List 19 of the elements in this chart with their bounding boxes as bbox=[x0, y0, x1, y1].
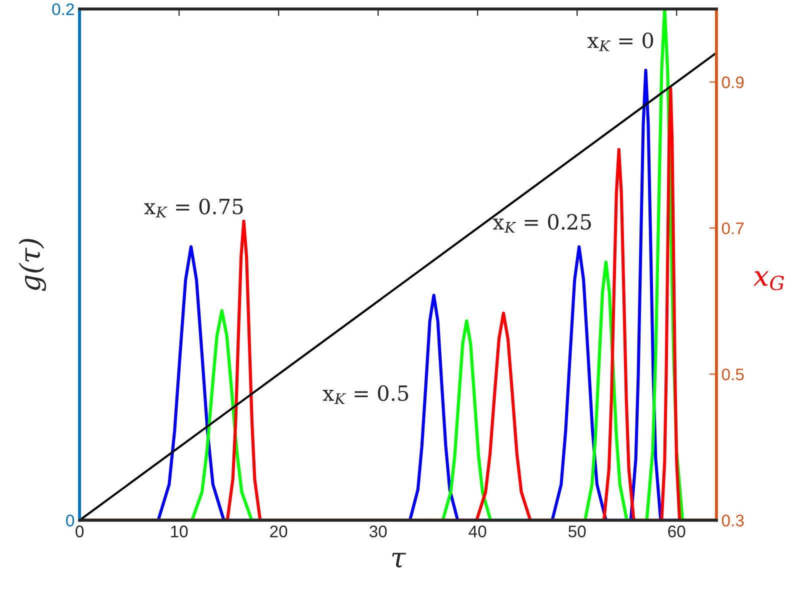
x-tick-label: 0 bbox=[76, 526, 84, 538]
x-tick-label: 50 bbox=[568, 526, 586, 538]
y-tick-label: 0.2 bbox=[52, 3, 74, 16]
y2-tick-label: 0.3 bbox=[722, 514, 744, 526]
x-axis-title: τ bbox=[392, 552, 406, 568]
y2-tick-label: 0.5 bbox=[722, 368, 744, 380]
y2-tick-label: 0.7 bbox=[722, 222, 744, 234]
annotation: x$_{K}$ = 0.75 bbox=[144, 198, 243, 218]
x-tick-label: 40 bbox=[468, 526, 486, 538]
annotation: x$_{K}$ = 0 bbox=[587, 32, 654, 52]
y2-tick-label: 0.9 bbox=[722, 76, 744, 88]
annotation: x$_{K}$ = 0.5 bbox=[322, 385, 408, 404]
y-axis-title: g(τ) bbox=[18, 238, 46, 292]
x-tick-label: 60 bbox=[668, 526, 686, 538]
x-tick-label: 30 bbox=[369, 526, 387, 538]
y2-axis-title: x$_{G}$ bbox=[753, 271, 784, 290]
x-tick-label: 10 bbox=[171, 526, 188, 538]
x-tick-label: 20 bbox=[270, 526, 288, 538]
annotation: x$_{K}$ = 0.25 bbox=[492, 214, 591, 233]
